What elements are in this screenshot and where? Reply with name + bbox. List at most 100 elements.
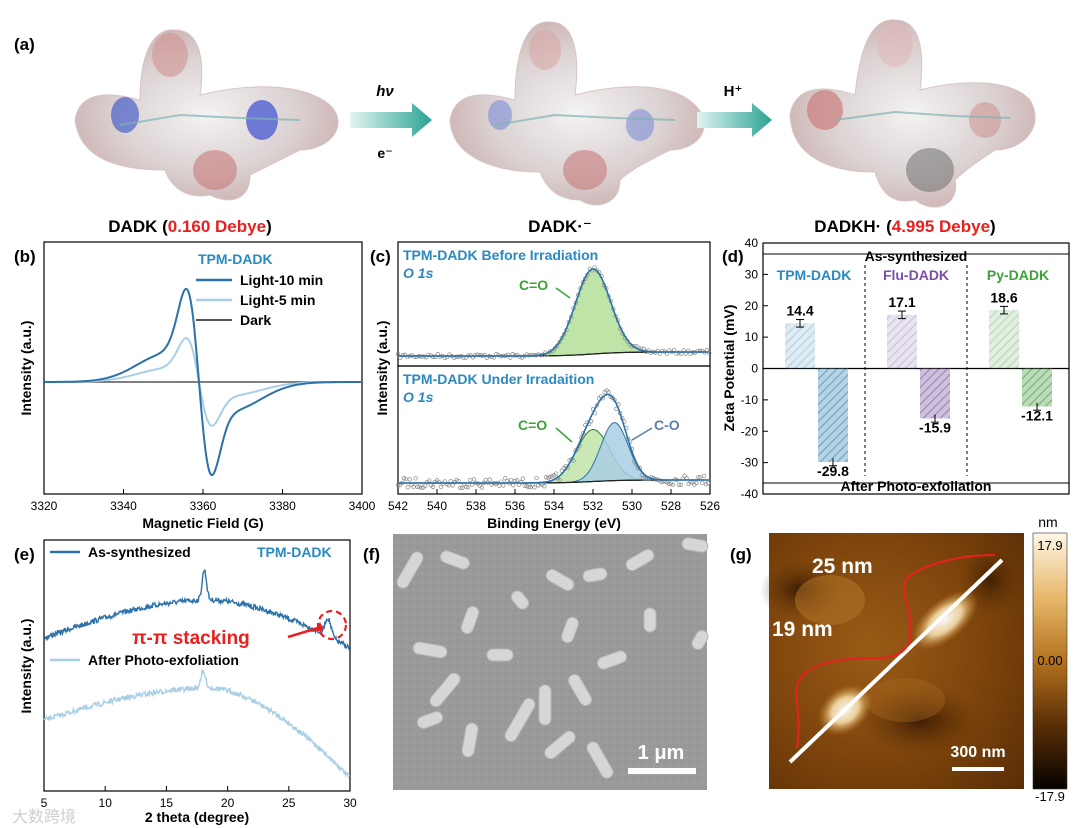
data-point	[524, 484, 529, 489]
panel-b-xlabel: Magnetic Field (G)	[142, 515, 263, 531]
sem-particle	[440, 550, 470, 570]
x-tick-label: 542	[388, 499, 408, 513]
panel-c-x-ticks: 542 540 538 536 534 532 530 528 526	[388, 489, 720, 513]
group-label: Flu-DADK	[883, 267, 949, 283]
data-point	[522, 483, 527, 488]
value-label-as-synthesized: 17.1	[888, 294, 915, 310]
data-point	[514, 478, 520, 483]
data-point	[471, 477, 477, 482]
arrow-hv: hν e⁻	[350, 83, 432, 161]
panel-e-xlabel: 2 theta (degree)	[145, 809, 249, 825]
sem-particle	[461, 722, 479, 758]
panel-d-bars: TPM-DADK 14.4 -29.8 Flu-DADK 17.1 -15.9 Py-DAD…	[777, 267, 1053, 479]
panel-g-label: (g)	[730, 545, 752, 564]
data-point	[426, 352, 431, 358]
y-tick-label: -10	[741, 393, 759, 407]
group-label: TPM-DADK	[777, 267, 852, 283]
bar-hatch	[887, 314, 917, 369]
panel-c-bottom-title: TPM-DADK Under Irradaition	[403, 371, 594, 387]
sem-particle	[510, 590, 530, 610]
series-as-synthesized-line	[43, 569, 351, 651]
pi-stacking-circle	[316, 609, 348, 641]
bar-hatch	[785, 323, 815, 369]
data-point	[639, 472, 644, 478]
y-tick-label: -20	[741, 424, 759, 438]
panel-d: (d) 40 30 20 10 0 -10 -20 -30 -40 Zeta Potential…	[721, 236, 1070, 501]
panel-d-label: (d)	[722, 247, 744, 266]
data-point	[458, 485, 463, 491]
watermark: 大数跨境	[12, 807, 76, 826]
arrow-hv-top: hν	[376, 83, 394, 100]
data-point	[702, 473, 707, 479]
data-point	[464, 484, 469, 489]
x-tick-label: 3400	[349, 499, 376, 513]
x-tick-label: 536	[505, 499, 525, 513]
data-point	[497, 483, 502, 488]
data-point	[407, 477, 412, 482]
data-point	[460, 485, 465, 491]
sem-particle	[582, 567, 608, 583]
sem-scalebar-label: 1 μm	[638, 742, 685, 764]
data-point	[559, 335, 564, 341]
data-point	[405, 485, 410, 490]
sem-particles	[396, 537, 709, 779]
bar-hatch	[818, 368, 848, 462]
top-data-points	[395, 265, 712, 360]
panel-a: (a) hν e⁻ H⁺	[14, 19, 1036, 236]
value-label-after-exfoliation: -12.1	[1021, 408, 1053, 424]
afm-colorbar	[1032, 532, 1068, 790]
sem-particle	[416, 711, 444, 729]
arrow-h-plus-top: H⁺	[724, 83, 743, 100]
x-tick-label: 30	[343, 796, 357, 810]
afm-scalebar	[952, 767, 1004, 771]
y-tick-label: -40	[741, 487, 759, 501]
data-point	[510, 483, 516, 488]
afm-height-19: 19 nm	[772, 618, 833, 641]
data-point	[696, 474, 701, 480]
sem-particle	[691, 630, 709, 650]
x-tick-label: 534	[544, 499, 564, 513]
legend-as-synthesized: As-synthesized	[88, 544, 191, 560]
data-point	[436, 479, 442, 485]
x-tick-label: 15	[160, 796, 174, 810]
data-point	[405, 354, 410, 360]
data-point	[594, 403, 600, 408]
molecule-1-caption: DADK (0.160 Debye)	[108, 217, 271, 236]
data-point	[700, 480, 705, 486]
x-tick-label: 532	[583, 499, 603, 513]
legend-dark: Dark	[240, 312, 271, 328]
data-point	[419, 485, 424, 491]
afm-height-profile	[795, 554, 996, 749]
panel-b-label: (b)	[14, 247, 36, 266]
panel-c: (c) 542 540 538 536 534 532 530 528 526 Binding …	[370, 241, 720, 531]
sem-particle	[586, 741, 614, 779]
bar-hatch	[989, 310, 1019, 369]
x-tick-label: 3380	[269, 499, 296, 513]
x-tick-label: 10	[99, 796, 113, 810]
data-point	[553, 471, 559, 476]
data-point	[695, 348, 700, 354]
panel-c-ylabel: Intensity (a.u.)	[374, 321, 390, 416]
sem-particle	[643, 607, 657, 633]
molecule-dadk-map	[74, 29, 339, 201]
data-point	[501, 483, 506, 488]
panel-d-top-label: As-synthesized	[865, 248, 968, 264]
sem-particle	[538, 684, 552, 726]
sem-particle	[625, 549, 655, 571]
bottom-co-single-pointer	[631, 427, 653, 441]
panel-c-bottom-subtitle: O 1s	[403, 389, 434, 405]
sem-particle	[412, 641, 448, 659]
molecule-dadk-radical-map	[449, 21, 705, 206]
panel-d-bottom-label: After Photo-exfoliation	[841, 478, 992, 494]
top-envelope	[398, 268, 709, 357]
top-co-pointer	[555, 287, 571, 299]
data-point	[415, 484, 420, 489]
panel-g: (g) 25 nm 19 nm 300 nm nm 17.9 0.00 -17.…	[730, 514, 1068, 804]
series-after-exfoliation-line	[43, 669, 351, 780]
sem-particle	[544, 730, 576, 760]
panel-e: (e) 5 10 15 20 25 30 2 theta (degree) Intensi…	[14, 539, 357, 825]
top-co-label: C=O	[519, 277, 548, 293]
afm-profile-line	[788, 558, 1004, 764]
data-point	[542, 484, 547, 489]
x-tick-label: 3320	[31, 499, 58, 513]
